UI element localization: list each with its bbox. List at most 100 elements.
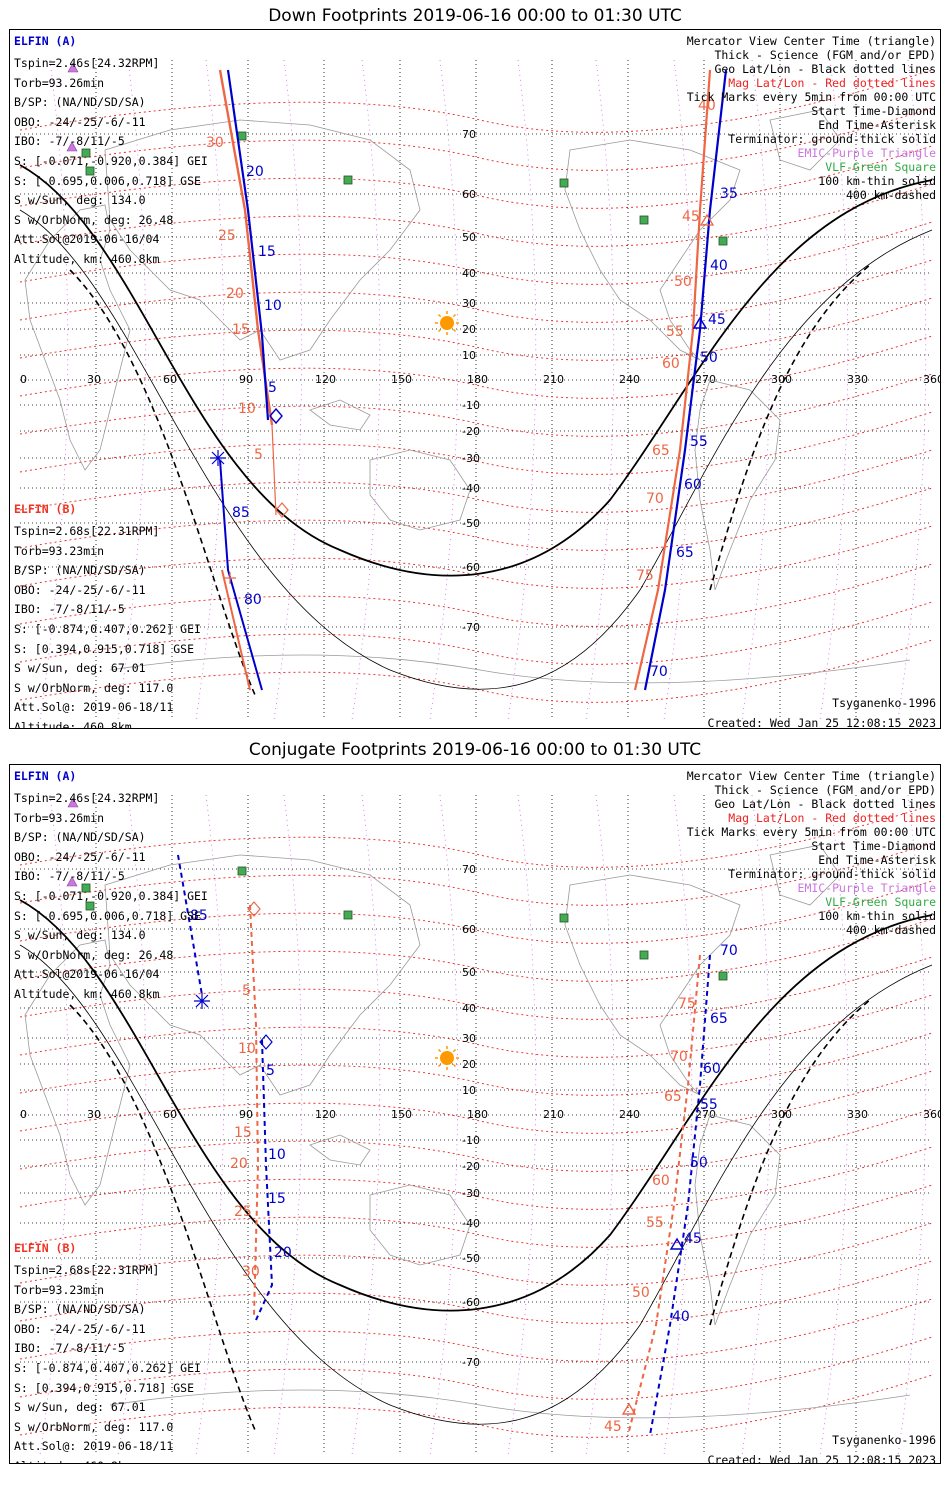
elfin-info-line: Att.Sol@2019-06-16/04: [14, 967, 160, 982]
elfin-a-tick-label: 80: [244, 592, 262, 608]
elfin-a-tick-label: 55: [690, 434, 708, 450]
continent-outline: [109, 654, 911, 684]
sun-ray: [437, 1063, 442, 1068]
elfin-info-line: Altitude: 460.8km: [14, 719, 132, 729]
lat-tick-label: -70: [462, 621, 480, 634]
lat-tick-label: -10: [462, 1134, 480, 1147]
mag-meridian: [585, 794, 615, 1456]
elfin-a-tick-label: 60: [684, 477, 702, 493]
continent-outline: [694, 379, 781, 591]
mag-meridian: [39, 794, 69, 1456]
elfin-info-line: Att.Sol@: 2019-06-18/11: [14, 700, 174, 715]
elfin-info-line: Att.Sol@2019-06-16/04: [14, 232, 160, 247]
lat-tick-label: -60: [462, 561, 480, 574]
continent-outline: [24, 939, 131, 1206]
mag-meridian: [819, 794, 849, 1456]
elfin-a-track: [219, 459, 263, 691]
elfin-b-tick-label: 20: [230, 1156, 248, 1172]
elfin-a-title: ELFIN (A): [14, 769, 77, 783]
sun-icon: [440, 1051, 454, 1065]
elfin-a-tick-label: 35: [720, 186, 738, 202]
mag-meridian: [273, 794, 303, 1456]
view-center-triangle: [699, 213, 715, 226]
lat-tick-label: -20: [462, 1160, 480, 1173]
emic-station-triangle: [67, 797, 79, 808]
elfin-info-line: S: [-0.874,0.407,0.262] GEI: [14, 1360, 201, 1375]
elfin-b-track: [249, 904, 260, 1316]
end-time-asterisk: [210, 450, 226, 466]
mag-meridian: [741, 59, 771, 721]
mag-meridian: [195, 794, 225, 1456]
elfin-a-title: ELFIN (A): [14, 34, 77, 48]
elfin-a-tick-label: 60: [703, 1061, 721, 1077]
elfin-b-track: [271, 424, 277, 516]
elfin-b-tick-label: 65: [652, 443, 670, 459]
lat-tick-label: -50: [462, 517, 480, 530]
lat-tick-label: 30: [462, 297, 476, 310]
legend-item: Tick Marks every 5min from 00:00 UTC: [686, 825, 936, 839]
map-conjugate: 0 30 60 90 120 150 180 210 240 270 300 330 360 70 60 50…: [19, 794, 940, 1456]
created-label: Created: Wed Jan 25 12:08:15 2023: [707, 716, 936, 729]
elfin-a-track: [255, 1039, 274, 1321]
lat-tick-label: -30: [462, 1187, 480, 1200]
elfin-b-tick-label: 70: [646, 491, 664, 507]
elfin-b-tick-label: 45: [604, 1419, 622, 1435]
lon-tick-label: 210: [543, 373, 564, 386]
elfin-info-line: S w/Sun, deg: 134.0: [14, 193, 146, 208]
elfin-b-info: Tspin=2.68s[22.31RPM] Torb=93.23min B/SP: …: [14, 522, 201, 729]
start-time-diamond: [259, 1034, 273, 1050]
elfin-a-tick-label: 45: [708, 312, 726, 328]
panel-title-conjugate: Conjugate Footprints 2019-06-16 00:00 to…: [248, 740, 702, 760]
end-time-asterisk: [194, 993, 210, 1009]
lon-tick-label: 300: [771, 1108, 792, 1121]
elfin-b-tick-label: 40: [698, 98, 716, 114]
legend-item: VLF-Green Square: [825, 160, 936, 174]
sun-icon: [440, 316, 454, 330]
map-down: 0 30 60 90 120 150 180 210 240 270 300 330 360 70 60 50…: [19, 59, 941, 721]
end-time-asterisk: [224, 572, 236, 584]
lat-tick-label: -10: [462, 399, 480, 412]
elfin-b-tick-label: 20: [226, 286, 244, 302]
elfin-b-tick-label: 50: [674, 274, 692, 290]
legend-item: Thick - Science (FGM and/or EPD): [714, 48, 936, 62]
elfin-b-tick-label: 15: [234, 1125, 252, 1141]
elfin-a-tick-label: 70: [720, 943, 738, 959]
vlf-station-square: [718, 236, 728, 246]
terminator-400km: [709, 264, 871, 591]
elfin-a-tick-label: 5: [268, 380, 277, 396]
lon-tick-label: 360: [923, 373, 941, 386]
elfin-a-tick-label: 10: [264, 298, 282, 314]
elfin-info-line: OBO: -24/-25/-6/-11: [14, 1321, 146, 1336]
legend-item: Geo Lat/Lon - Black dotted lines: [714, 797, 936, 811]
elfin-info-line: B/SP: (NA/ND/SD/SA): [14, 1302, 146, 1317]
lat-tick-label: 50: [462, 231, 476, 244]
elfin-info-line: S: [-0.695,0.006,0.718] GSE: [14, 173, 201, 188]
elfin-a-tick-label: 70: [650, 664, 668, 680]
view-center-triangle: [692, 316, 708, 329]
vlf-station-square: [343, 175, 353, 185]
elfin-info-line: S: [-0.874,0.407,0.262] GEI: [14, 621, 201, 636]
legend: Mercator View Center Time (triangle) Thic…: [687, 34, 936, 202]
vlf-station-square: [237, 131, 247, 141]
lon-tick-label: 90: [239, 373, 253, 386]
sun-ray: [437, 1048, 442, 1053]
created-label: Created: Wed Jan 25 12:08:15 2023: [707, 1453, 936, 1464]
continent-outline: [369, 1184, 471, 1266]
sun-ray: [452, 328, 457, 333]
mag-meridian: [663, 794, 693, 1456]
view-center-triangle: [669, 1237, 685, 1250]
terminator-400km: [69, 269, 256, 696]
mag-meridian: [117, 794, 147, 1456]
elfin-b-track: [221, 569, 251, 691]
lat-tick-label: 10: [462, 349, 476, 362]
terminator-400km: [69, 1004, 256, 1431]
lon-tick-label: 240: [619, 373, 640, 386]
start-time-diamond: [269, 407, 283, 425]
legend-item: Terminator: ground-thick solid: [728, 132, 936, 146]
elfin-b-tick-label: 30: [242, 1264, 260, 1280]
sun-ray: [452, 1048, 457, 1053]
mag-meridian: [273, 59, 303, 721]
elfin-b-tick-label: 75: [636, 568, 654, 584]
terminator-100km: [19, 209, 933, 690]
elfin-a-tick-label: 40: [672, 1309, 690, 1325]
